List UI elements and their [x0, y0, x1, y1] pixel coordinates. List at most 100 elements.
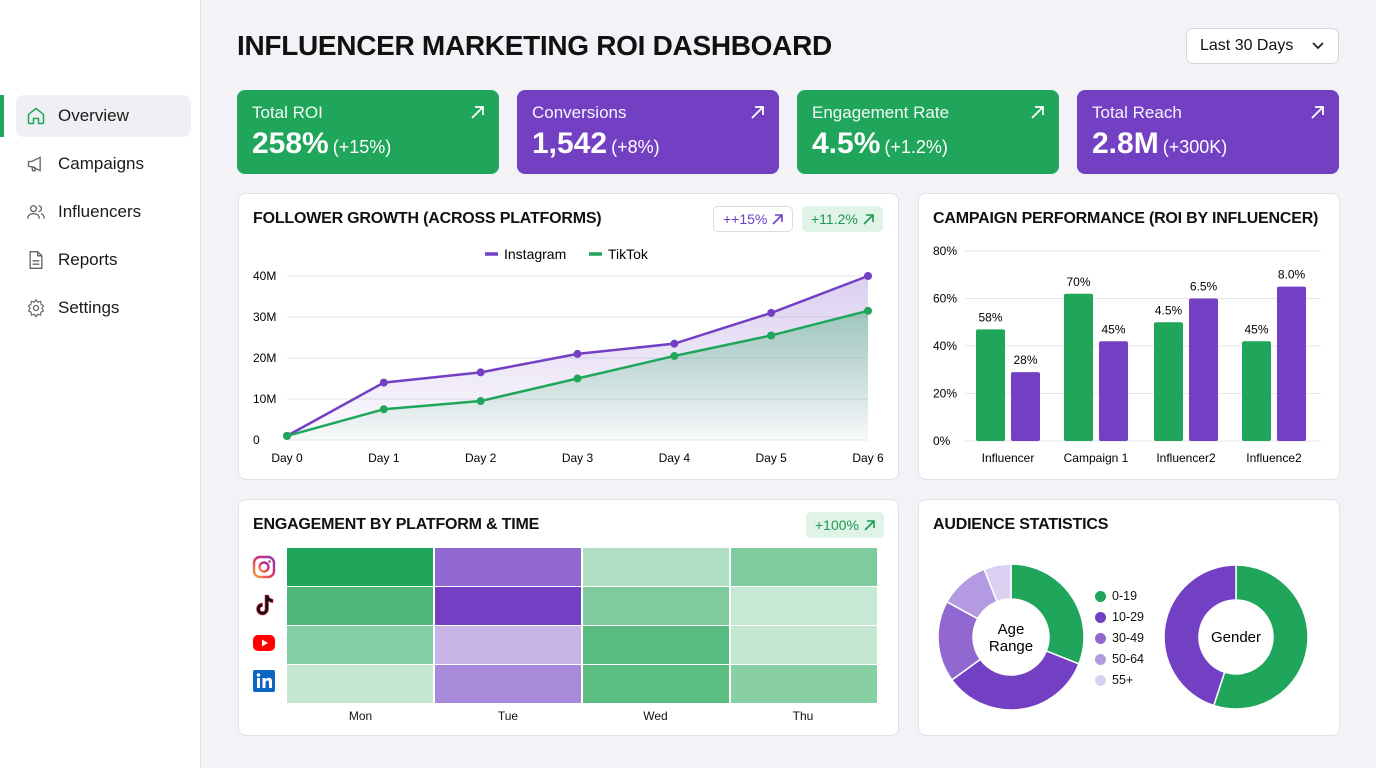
- kpi-value: 258% (+15%): [252, 127, 484, 161]
- kpi-label: Total ROI: [252, 103, 323, 122]
- engagement-badge: +100%: [806, 512, 884, 538]
- arrow-up-right-icon: [1311, 106, 1324, 119]
- kpi-label: Conversions: [532, 103, 627, 122]
- heatmap-cell-youtube-wed: [582, 626, 730, 664]
- kpi-card-total-roi: Total ROI 258% (+15%): [237, 90, 499, 174]
- bar-data-label: 6.5%: [1190, 280, 1218, 294]
- y-tick-label: 0%: [933, 434, 951, 448]
- sidebar-item-label: Settings: [58, 298, 120, 317]
- legend-item-0-19: 0-19: [1095, 589, 1137, 603]
- x-tick-label: Campaign 1: [1064, 451, 1129, 465]
- legend-label: 30-49: [1112, 631, 1144, 645]
- sidebar-item-influencers[interactable]: Influencers: [16, 191, 191, 233]
- x-tick-label: Influencer: [982, 451, 1035, 465]
- sidebar: Overview Campaigns Influencers Reports Setti…: [0, 0, 201, 768]
- y-tick-label: 20M: [253, 351, 276, 365]
- heatmap-cell-youtube-thu: [730, 626, 877, 664]
- linkedin-icon: [253, 670, 275, 692]
- active-indicator: [0, 95, 4, 137]
- campaign-performance-panel: CAMPAIGN PERFORMANCE (ROI BY INFLUENCER)…: [918, 193, 1340, 480]
- arrow-up-right-icon: [863, 213, 874, 225]
- legend-label: Instagram: [504, 246, 566, 262]
- kpi-value-number: 2.8M: [1092, 127, 1159, 160]
- follower-growth-title: FOLLOWER GROWTH (ACROSS PLATFORMS): [253, 210, 602, 227]
- arrow-up-right-icon: [864, 519, 875, 531]
- badge-value: ++15%: [723, 211, 768, 227]
- kpi-change: (+8%): [611, 137, 660, 157]
- engagement-title: ENGAGEMENT BY PLATFORM & TIME: [253, 516, 540, 533]
- heatmap-cell-linkedin-thu: [730, 665, 877, 703]
- heatmap-cell-tiktok-thu: [730, 587, 877, 625]
- bar: [976, 329, 1005, 441]
- x-tick-label: Mon: [348, 709, 373, 723]
- heatmap-cell-youtube-tue: [434, 626, 582, 664]
- youtube-icon: [253, 635, 275, 651]
- bar: [1277, 286, 1306, 441]
- audience-panel: AUDIENCE STATISTICS Age Range Gender 0-1…: [918, 499, 1340, 736]
- point-tiktok: [476, 397, 485, 406]
- legend-swatch: [1095, 674, 1106, 686]
- date-range-value: Last 30 Days: [1200, 37, 1294, 54]
- kpi-value: 4.5% (+1.2%): [812, 127, 1044, 161]
- arrow-up-right-icon: [751, 106, 764, 119]
- page-title: INFLUENCER MARKETING ROI DASHBOARD: [237, 30, 832, 61]
- bar: [1064, 293, 1093, 441]
- age-center-label-1: Age: [998, 621, 1025, 638]
- kpi-value-number: 258%: [252, 127, 329, 160]
- chevron-down-icon: [1312, 42, 1324, 50]
- legend-item-30-49: 30-49: [1095, 631, 1144, 645]
- kpi-value-number: 1,542: [532, 127, 608, 160]
- heatmap-cell-instagram-tue: [434, 548, 582, 586]
- legend-swatch: [1095, 590, 1106, 602]
- legend-label: 0-19: [1112, 589, 1138, 603]
- age-slice: [983, 563, 1012, 603]
- heatmap-cell-tiktok-mon: [287, 587, 434, 625]
- home-icon: [27, 107, 45, 125]
- megaphone-icon: [27, 156, 41, 172]
- sidebar-item-label: Reports: [58, 250, 118, 269]
- y-tick-label: 0: [253, 433, 260, 447]
- age-slice: [950, 650, 1080, 711]
- point-instagram: [573, 349, 582, 358]
- bar: [1189, 298, 1218, 441]
- badge-value: +100%: [815, 517, 859, 533]
- x-tick-label: Day 6: [852, 451, 884, 465]
- x-tick-label: Influence2: [1246, 451, 1302, 465]
- legend-item-50-64: 50-64: [1095, 652, 1144, 666]
- bar-data-label: 28%: [1013, 353, 1037, 367]
- legend-swatch: [1095, 632, 1106, 644]
- kpi-card-total-reach: Total Reach 2.8M (+300K): [1077, 90, 1339, 174]
- tiktok-growth-badge: +11.2%: [802, 206, 883, 232]
- bar-data-label: 8.0%: [1278, 268, 1306, 282]
- y-tick-label: 20%: [933, 387, 957, 401]
- follower-growth-panel: FOLLOWER GROWTH (ACROSS PLATFORMS) ++15%…: [238, 193, 899, 480]
- sidebar-item-campaigns[interactable]: Campaigns: [16, 143, 191, 185]
- point-tiktok: [379, 405, 388, 414]
- date-range-dropdown[interactable]: Last 30 Days: [1186, 28, 1339, 64]
- x-tick-label: Tue: [497, 709, 519, 723]
- age-center-label-2: Range: [989, 638, 1033, 655]
- sidebar-item-label: Influencers: [58, 202, 142, 221]
- point-tiktok: [670, 351, 679, 360]
- sidebar-item-settings[interactable]: Settings: [16, 287, 191, 329]
- x-tick-label: Thu: [792, 709, 814, 723]
- legend-swatch: [1095, 653, 1106, 665]
- kpi-card-conversions: Conversions 1,542 (+8%): [517, 90, 779, 174]
- heatmap-cell-linkedin-wed: [582, 665, 730, 703]
- gender-slice: [1163, 564, 1237, 707]
- engagement-panel: ENGAGEMENT BY PLATFORM & TIME +100% Mon T…: [238, 499, 899, 736]
- kpi-change: (+300K): [1162, 137, 1228, 157]
- x-tick-label: Day 0: [271, 451, 303, 465]
- x-tick-label: Day 4: [659, 451, 691, 465]
- kpi-change: (+15%): [332, 137, 392, 157]
- campaign-performance-title: CAMPAIGN PERFORMANCE (ROI BY INFLUENCER): [933, 210, 1319, 227]
- arrow-up-right-icon: [471, 106, 484, 119]
- legend-swatch: [1095, 611, 1106, 623]
- x-tick-label: Day 2: [465, 451, 497, 465]
- kpi-value-number: 4.5%: [812, 127, 881, 160]
- sidebar-item-overview[interactable]: Overview: [16, 95, 191, 137]
- y-tick-label: 30M: [253, 310, 276, 324]
- point-tiktok: [573, 374, 582, 383]
- sidebar-item-reports[interactable]: Reports: [16, 239, 191, 281]
- tiktok-icon: [256, 594, 274, 616]
